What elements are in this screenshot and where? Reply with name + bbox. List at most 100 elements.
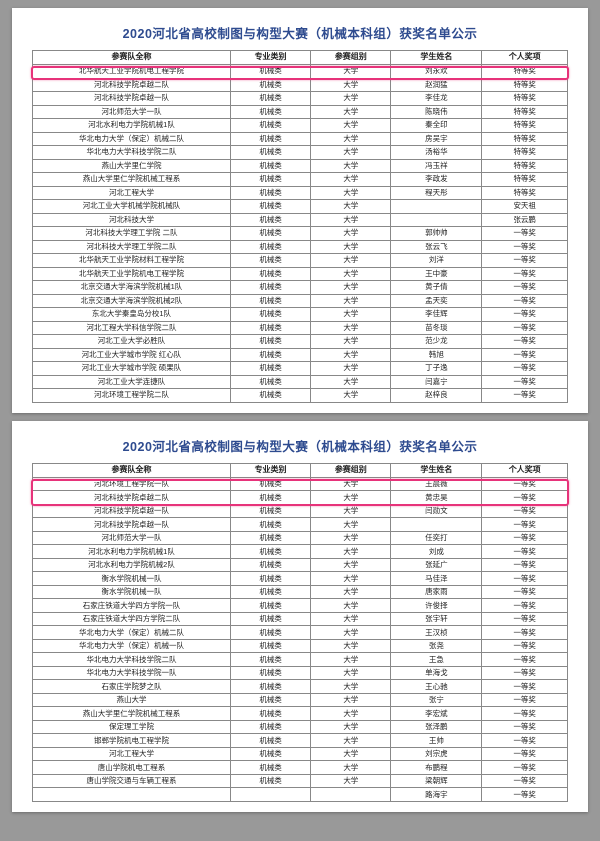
page-title: 2020河北省高校制图与构型大赛（机械本科组）获奖名单公示	[32, 436, 568, 455]
table-row: 河北水利电力学院机械2队机械类大学张延广一等奖	[33, 558, 568, 572]
cell: 机械类	[230, 254, 310, 268]
cell: 大学	[311, 693, 391, 707]
cell: 机械类	[230, 92, 310, 106]
cell: 大学	[311, 491, 391, 505]
cell: 大学	[311, 680, 391, 694]
cell: 大学	[311, 254, 391, 268]
col-group: 参赛组别	[311, 463, 391, 477]
table-row: 河北环境工程学院二队机械类大学赵梓良一等奖	[33, 389, 568, 403]
cell	[230, 788, 310, 802]
cell: 大学	[311, 321, 391, 335]
cell: 丁子逸	[391, 362, 482, 376]
cell: 燕山大学里仁学院机械工程系	[33, 173, 231, 187]
cell: 任奕打	[391, 531, 482, 545]
cell: 韩旭	[391, 348, 482, 362]
cell: 机械类	[230, 572, 310, 586]
cell: 一等奖	[482, 531, 568, 545]
table-row: 燕山大学里仁学院机械工程系机械类大学李宏斌一等奖	[33, 707, 568, 721]
cell: 闫勋文	[391, 504, 482, 518]
cell: 机械类	[230, 558, 310, 572]
cell: 大学	[311, 159, 391, 173]
col-category: 专业类别	[230, 51, 310, 65]
cell: 一等奖	[482, 707, 568, 721]
award-table-2: 参赛队全称 专业类别 参赛组别 学生姓名 个人奖项 河北环境工程学院一队机械类大…	[32, 463, 568, 802]
cell	[311, 788, 391, 802]
cell: 张宇轩	[391, 612, 482, 626]
cell: 大学	[311, 200, 391, 214]
cell: 一等奖	[482, 491, 568, 505]
cell: 机械类	[230, 734, 310, 748]
cell: 机械类	[230, 680, 310, 694]
cell: 机械类	[230, 491, 310, 505]
cell: 一等奖	[482, 626, 568, 640]
cell: 特等奖	[482, 173, 568, 187]
cell: 一等奖	[482, 321, 568, 335]
cell: 特等奖	[482, 159, 568, 173]
table-row: 石家庄铁道大学四方学院一队机械类大学许俊择一等奖	[33, 599, 568, 613]
cell: 邯郸学院机电工程学院	[33, 734, 231, 748]
cell: 范少龙	[391, 335, 482, 349]
cell: 机械类	[230, 720, 310, 734]
cell: 一等奖	[482, 612, 568, 626]
col-award: 个人奖项	[482, 51, 568, 65]
cell: 北京交通大学海滨学院机械2队	[33, 294, 231, 308]
cell: 机械类	[230, 666, 310, 680]
cell: 机械类	[230, 240, 310, 254]
cell: 大学	[311, 146, 391, 160]
cell: 东北大学秦皇岛分校1队	[33, 308, 231, 322]
cell: 大学	[311, 761, 391, 775]
cell: 张云飞	[391, 240, 482, 254]
cell: 大学	[311, 531, 391, 545]
cell: 华北电力大学（保定）机械二队	[33, 132, 231, 146]
cell: 大学	[311, 477, 391, 491]
cell: 孟天奕	[391, 294, 482, 308]
cell: 机械类	[230, 78, 310, 92]
table-row: 河北水利电力学院机械1队机械类大学刘成一等奖	[33, 545, 568, 559]
cell: 大学	[311, 774, 391, 788]
cell: 北京交通大学海滨学院机械1队	[33, 281, 231, 295]
cell: 王晨薇	[391, 477, 482, 491]
table-row: 北京交通大学海滨学院机械1队机械类大学黄子倩一等奖	[33, 281, 568, 295]
cell: 房吴宇	[391, 132, 482, 146]
cell: 机械类	[230, 173, 310, 187]
table-row: 河北水利电力学院机械1队机械类大学秦全印特等奖	[33, 119, 568, 133]
table-row: 北华航天工业学院材料工程学院机械类大学刘洋一等奖	[33, 254, 568, 268]
cell: 大学	[311, 666, 391, 680]
col-award: 个人奖项	[482, 463, 568, 477]
cell: 一等奖	[482, 585, 568, 599]
cell: 大学	[311, 653, 391, 667]
page-2: 2020河北省高校制图与构型大赛（机械本科组）获奖名单公示 参赛队全称 专业类别…	[12, 421, 588, 812]
cell: 机械类	[230, 626, 310, 640]
cell: 唐山学院交通与车辆工程系	[33, 774, 231, 788]
cell: 冯玉祥	[391, 159, 482, 173]
table-row: 路海宇一等奖	[33, 788, 568, 802]
cell: 大学	[311, 281, 391, 295]
table-row: 保定理工学院机械类大学张泽鹏一等奖	[33, 720, 568, 734]
cell: 马佳泽	[391, 572, 482, 586]
table-row: 燕山大学机械类大学张宁一等奖	[33, 693, 568, 707]
table-row: 河北工程大学科信学院二队机械类大学苗冬琰一等奖	[33, 321, 568, 335]
cell: 河北环境工程学院二队	[33, 389, 231, 403]
cell: 大学	[311, 186, 391, 200]
cell: 河北水利电力学院机械1队	[33, 119, 231, 133]
cell: 一等奖	[482, 680, 568, 694]
table-row: 河北科技大学理工学院 二队机械类大学郭帅帅一等奖	[33, 227, 568, 241]
cell: 机械类	[230, 65, 310, 79]
cell: 机械类	[230, 477, 310, 491]
cell: 河北科技学院卓越一队	[33, 92, 231, 106]
cell: 北华航天工业学院材料工程学院	[33, 254, 231, 268]
cell: 机械类	[230, 213, 310, 227]
table-row: 河北工业大学城市学院 红心队机械类大学韩旭一等奖	[33, 348, 568, 362]
cell: 石家庄铁道大学四方学院一队	[33, 599, 231, 613]
cell: 一等奖	[482, 240, 568, 254]
table-row: 华北电力大学（保定）机械二队机械类大学王汉桢一等奖	[33, 626, 568, 640]
cell: 路海宇	[391, 788, 482, 802]
cell: 机械类	[230, 227, 310, 241]
cell: 布鹏程	[391, 761, 482, 775]
cell: 河北科技学院卓越二队	[33, 491, 231, 505]
cell: 机械类	[230, 504, 310, 518]
table-row: 衡水学院机械一队机械类大学唐家雨一等奖	[33, 585, 568, 599]
cell: 机械类	[230, 585, 310, 599]
col-student: 学生姓名	[391, 463, 482, 477]
cell: 机械类	[230, 200, 310, 214]
